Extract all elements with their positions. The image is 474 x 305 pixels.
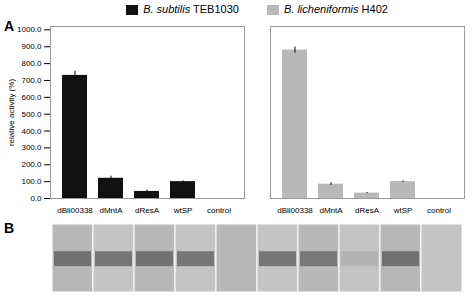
svg-text:1000.0: 1000.0 xyxy=(17,25,42,34)
svg-text:700.0: 700.0 xyxy=(21,76,42,85)
html-text:A: A xyxy=(4,18,15,34)
svg-text:300.0: 300.0 xyxy=(21,143,42,152)
html-text:B: B xyxy=(4,220,15,236)
svg-text:dBli00338: dBli00338 xyxy=(57,206,93,215)
svg-text:0.0: 0.0 xyxy=(30,194,42,203)
svg-text:400.0: 400.0 xyxy=(21,127,42,136)
svg-text:dMntA: dMntA xyxy=(319,206,343,215)
svg-text:500.0: 500.0 xyxy=(21,110,42,119)
svg-text:800.0: 800.0 xyxy=(21,59,42,68)
html-text:B. subtilis TEB1030: B. subtilis TEB1030 xyxy=(143,3,239,15)
svg-text:wtSP: wtSP xyxy=(173,206,193,215)
svg-text:600.0: 600.0 xyxy=(21,93,42,102)
svg-text:control: control xyxy=(207,206,231,215)
svg-text:dBli00338: dBli00338 xyxy=(277,206,313,215)
svg-text:dResA: dResA xyxy=(355,206,380,215)
svg-text:dResA: dResA xyxy=(135,206,160,215)
html-text:B. licheniformis H402: B. licheniformis H402 xyxy=(283,3,388,15)
svg-text:wtSP: wtSP xyxy=(393,206,413,215)
svg-text:200.0: 200.0 xyxy=(21,160,42,169)
svg-text:100.0: 100.0 xyxy=(21,177,42,186)
svg-text:dMntA: dMntA xyxy=(99,206,123,215)
svg-text:relative activity (%): relative activity (%) xyxy=(7,79,16,146)
svg-text:control: control xyxy=(427,206,451,215)
svg-text:900.0: 900.0 xyxy=(21,42,42,51)
